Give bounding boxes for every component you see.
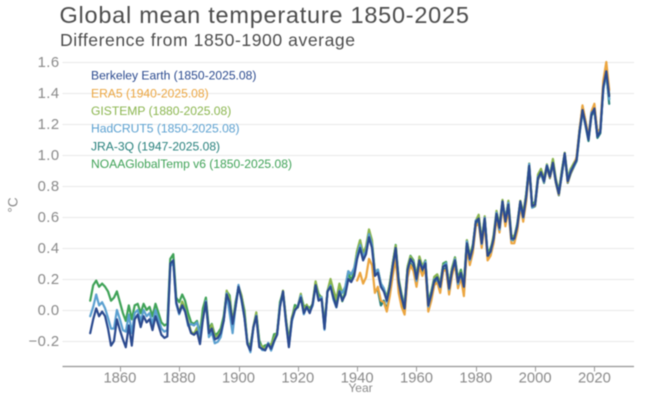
- svg-text:1.4: 1.4: [38, 86, 60, 102]
- svg-text:1960: 1960: [400, 371, 433, 387]
- svg-text:1860: 1860: [103, 371, 136, 387]
- svg-text:0.2: 0.2: [38, 272, 60, 288]
- svg-text:1920: 1920: [281, 371, 314, 387]
- svg-text:−0.2: −0.2: [28, 334, 59, 350]
- svg-text:1.6: 1.6: [38, 55, 60, 71]
- svg-text:HadCRUT5 (1850-2025.08): HadCRUT5 (1850-2025.08): [91, 122, 240, 136]
- svg-text:2000: 2000: [519, 371, 552, 387]
- svg-text:1880: 1880: [163, 371, 196, 387]
- svg-text:Year: Year: [348, 381, 372, 395]
- svg-text:Berkeley Earth (1850-2025.08): Berkeley Earth (1850-2025.08): [91, 69, 256, 83]
- svg-text:1940: 1940: [341, 371, 374, 387]
- svg-text:JRA-3Q (1947-2025.08): JRA-3Q (1947-2025.08): [91, 139, 220, 153]
- svg-text:1980: 1980: [459, 371, 492, 387]
- svg-text:NOAAGlobalTemp v6 (1850-2025.0: NOAAGlobalTemp v6 (1850-2025.08): [91, 157, 292, 171]
- svg-text:GISTEMP (1880-2025.08): GISTEMP (1880-2025.08): [91, 104, 231, 118]
- svg-text:ERA5 (1940-2025.08): ERA5 (1940-2025.08): [91, 86, 209, 100]
- svg-text:0.6: 0.6: [38, 210, 60, 226]
- svg-text:0.8: 0.8: [38, 179, 60, 195]
- svg-text:Global mean temperature 1850-2: Global mean temperature 1850-2025: [60, 2, 470, 28]
- svg-text:Difference from 1850-1900 aver: Difference from 1850-1900 average: [60, 30, 356, 50]
- svg-text:1.2: 1.2: [38, 117, 60, 133]
- svg-text:°C: °C: [6, 197, 21, 212]
- svg-text:1.0: 1.0: [38, 148, 60, 164]
- svg-text:2020: 2020: [578, 371, 611, 387]
- svg-text:1900: 1900: [222, 371, 255, 387]
- svg-text:0.0: 0.0: [38, 303, 60, 319]
- svg-text:0.4: 0.4: [38, 241, 60, 257]
